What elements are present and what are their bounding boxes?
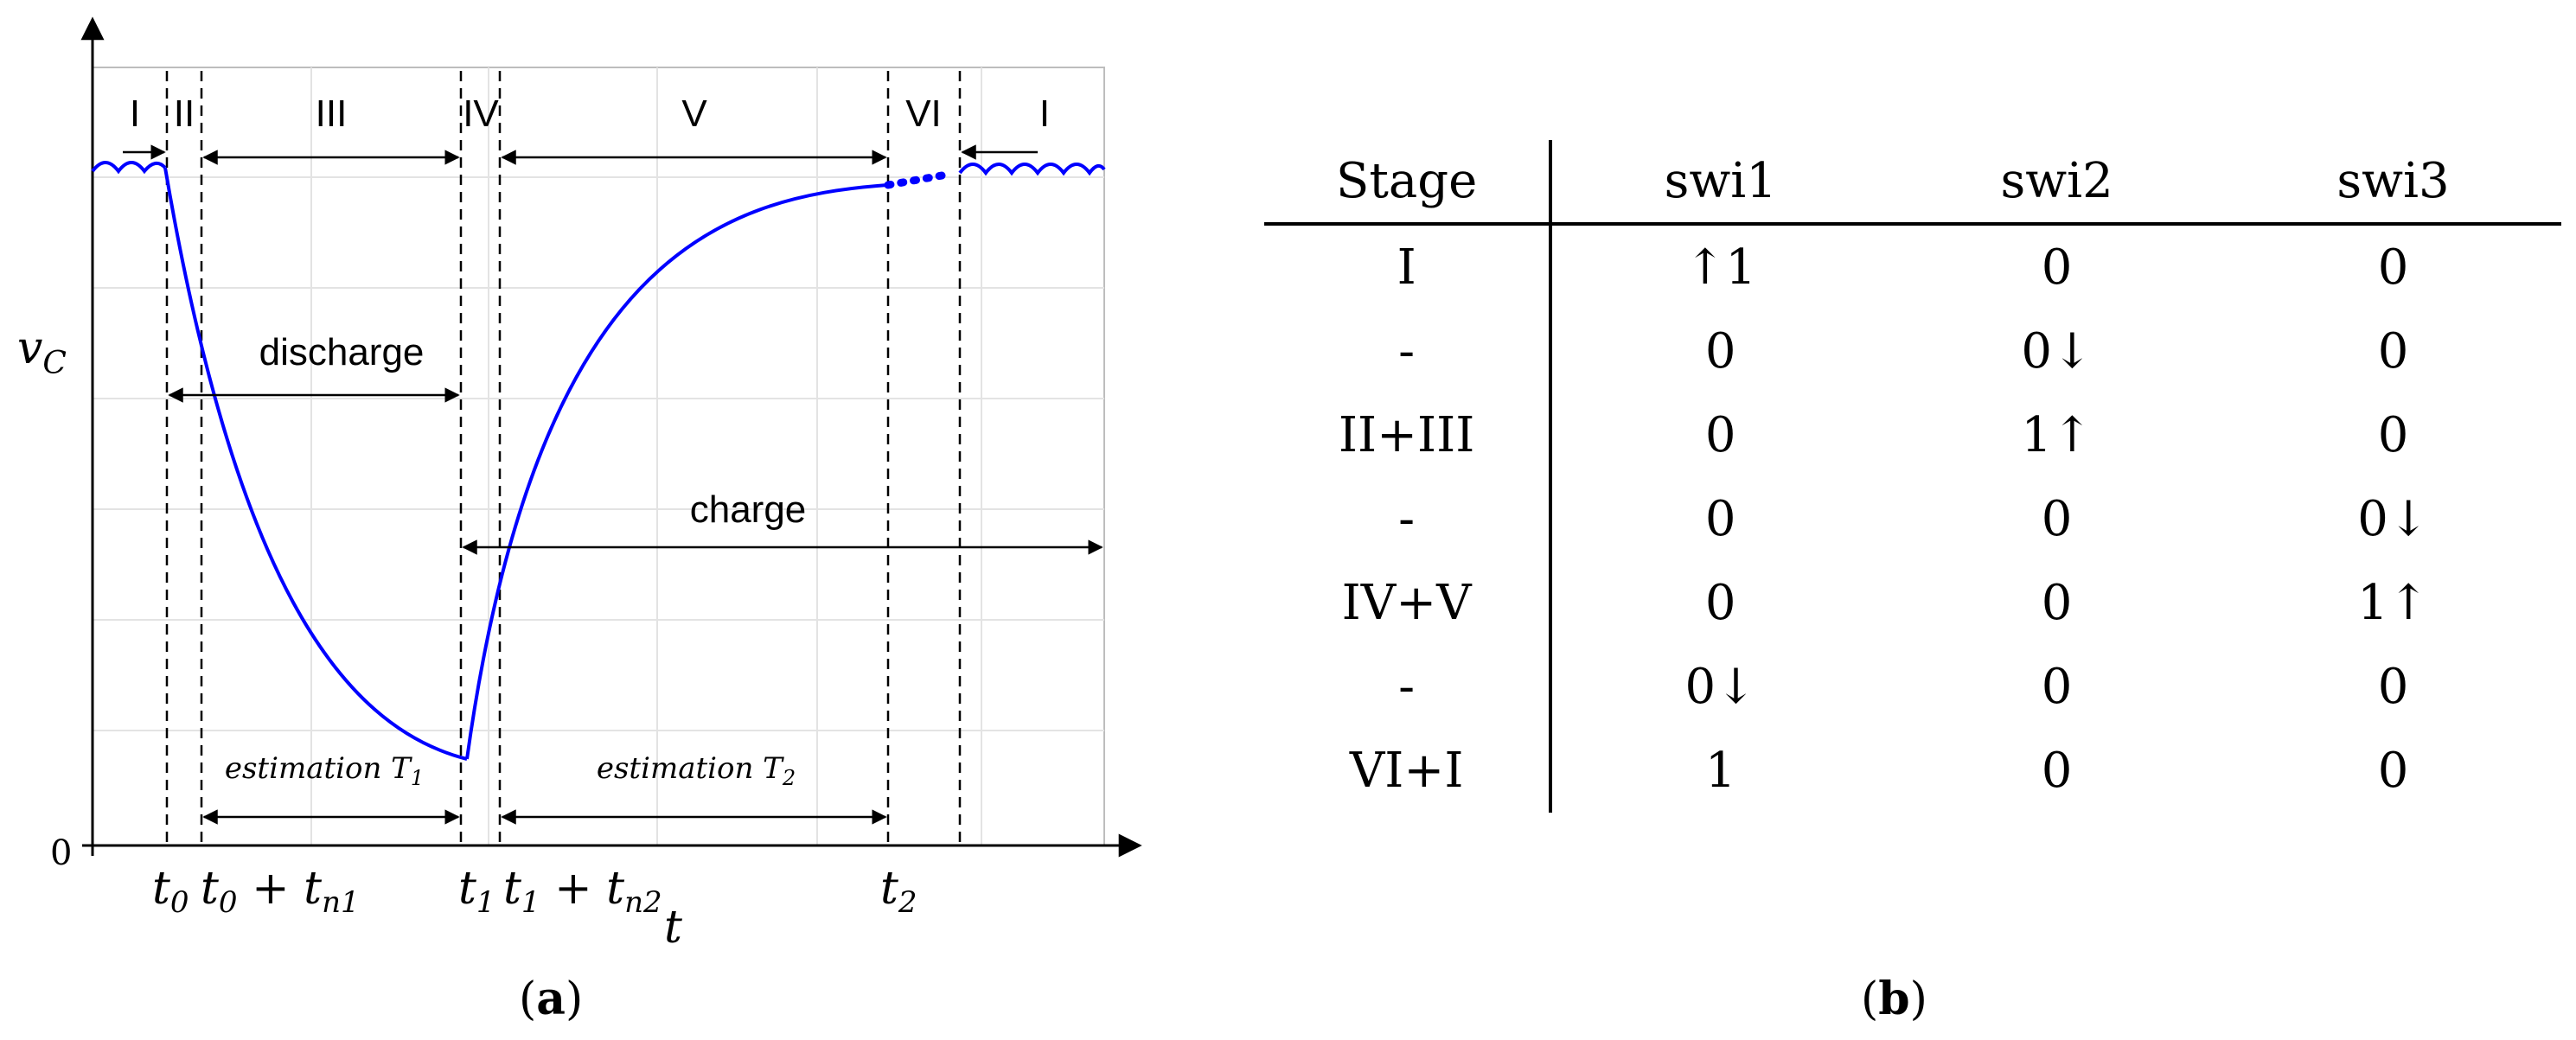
voltage-curve <box>91 161 1106 761</box>
stage-label-5: V <box>681 93 707 135</box>
y-axis-label: vC <box>17 322 67 381</box>
cell-swi3: 0 <box>2377 407 2409 463</box>
cell-swi2: 0 <box>2041 239 2073 296</box>
switch-state-table: Stage swi1 swi2 swi3 I ↑1 0 0 - 0 0↓ 0 I… <box>1264 140 2561 813</box>
cell-swi3: 0 <box>2377 743 2409 799</box>
estimation-t1-label: estimation T1 <box>225 751 424 790</box>
caption-b: (b) <box>1861 973 1927 1025</box>
table-row: II+III 0 1↑ 0 <box>1264 393 2561 477</box>
caption-a: (a) <box>519 973 584 1025</box>
stage-label-4: IV <box>463 93 499 135</box>
cell-stage: - <box>1264 309 1553 393</box>
voltage-diagram: I II III IV V VI I discharge charge esti… <box>17 16 1142 954</box>
cell-swi2: 1↑ <box>2021 407 2093 463</box>
cell-swi2: 0 <box>2041 743 2073 799</box>
table-row: IV+V 0 0 1↑ <box>1264 561 2561 645</box>
table-row: - 0 0 0↓ <box>1264 477 2561 561</box>
settling-dots <box>884 170 951 189</box>
cell-swi3: 0 <box>2377 239 2409 296</box>
cell-swi1: 0 <box>1704 491 1736 547</box>
cell-swi1: 0↓ <box>1684 659 1756 715</box>
stage-arrows <box>123 144 1038 165</box>
table-row: VI+I 1 0 0 <box>1264 729 2561 813</box>
discharge-label: discharge <box>259 331 425 373</box>
cell-swi3: 0 <box>2377 323 2409 380</box>
header-swi1: swi1 <box>1550 140 1889 226</box>
stage-label-2: II <box>174 93 195 135</box>
t2-label: t2 <box>880 863 917 920</box>
table-row: - 0 0↓ 0 <box>1264 309 2561 393</box>
cell-swi1: 0 <box>1704 323 1736 380</box>
cell-stage: - <box>1264 645 1553 729</box>
t1-label: t1 <box>458 863 495 920</box>
cell-stage: VI+I <box>1264 729 1553 813</box>
stage-label-7: I <box>1039 93 1050 135</box>
cell-swi2: 0 <box>2041 575 2073 631</box>
cell-stage: II+III <box>1264 393 1553 477</box>
t1-plus-tn2-label: t1 + tn2 <box>503 863 662 920</box>
grid <box>93 67 1104 845</box>
ripple-start <box>91 161 167 175</box>
table-row: - 0↓ 0 0 <box>1264 645 2561 729</box>
header-swi2: swi2 <box>1889 140 2226 226</box>
cell-swi2: 0↓ <box>2021 323 2093 380</box>
cell-swi1: ↑1 <box>1684 239 1756 296</box>
stage-separators <box>165 71 962 845</box>
cell-swi1: 0 <box>1704 407 1736 463</box>
header-swi3: swi3 <box>2225 140 2561 226</box>
cell-swi3: 0↓ <box>2357 491 2429 547</box>
cell-stage: I <box>1264 224 1553 309</box>
t0-label: t0 <box>152 863 189 920</box>
stage-label-1: I <box>130 93 140 135</box>
charge-label: charge <box>690 488 807 531</box>
plot-frame <box>92 67 1105 846</box>
ripple-end <box>958 163 1106 176</box>
cell-swi2: 0 <box>2041 659 2073 715</box>
x-axis-label: t <box>664 902 682 954</box>
stage-label-6: VI <box>905 93 942 135</box>
cell-swi3: 1↑ <box>2357 575 2429 631</box>
discharge-curve <box>163 167 468 761</box>
t0-plus-tn1-label: t0 + tn1 <box>201 863 360 920</box>
charge-curve <box>465 183 889 760</box>
cell-stage: - <box>1264 477 1553 561</box>
table-header-row: Stage swi1 swi2 swi3 <box>1264 140 2561 226</box>
header-stage: Stage <box>1264 140 1553 226</box>
cell-stage: IV+V <box>1264 561 1553 645</box>
cell-swi2: 0 <box>2041 491 2073 547</box>
stage-label-3: III <box>316 93 348 135</box>
cell-swi1: 1 <box>1704 743 1736 799</box>
cell-swi1: 0 <box>1704 575 1736 631</box>
estimation-t2-label: estimation T2 <box>597 751 796 790</box>
origin-label: 0 <box>50 833 72 873</box>
table-row: I ↑1 0 0 <box>1264 224 2561 309</box>
cell-swi3: 0 <box>2377 659 2409 715</box>
